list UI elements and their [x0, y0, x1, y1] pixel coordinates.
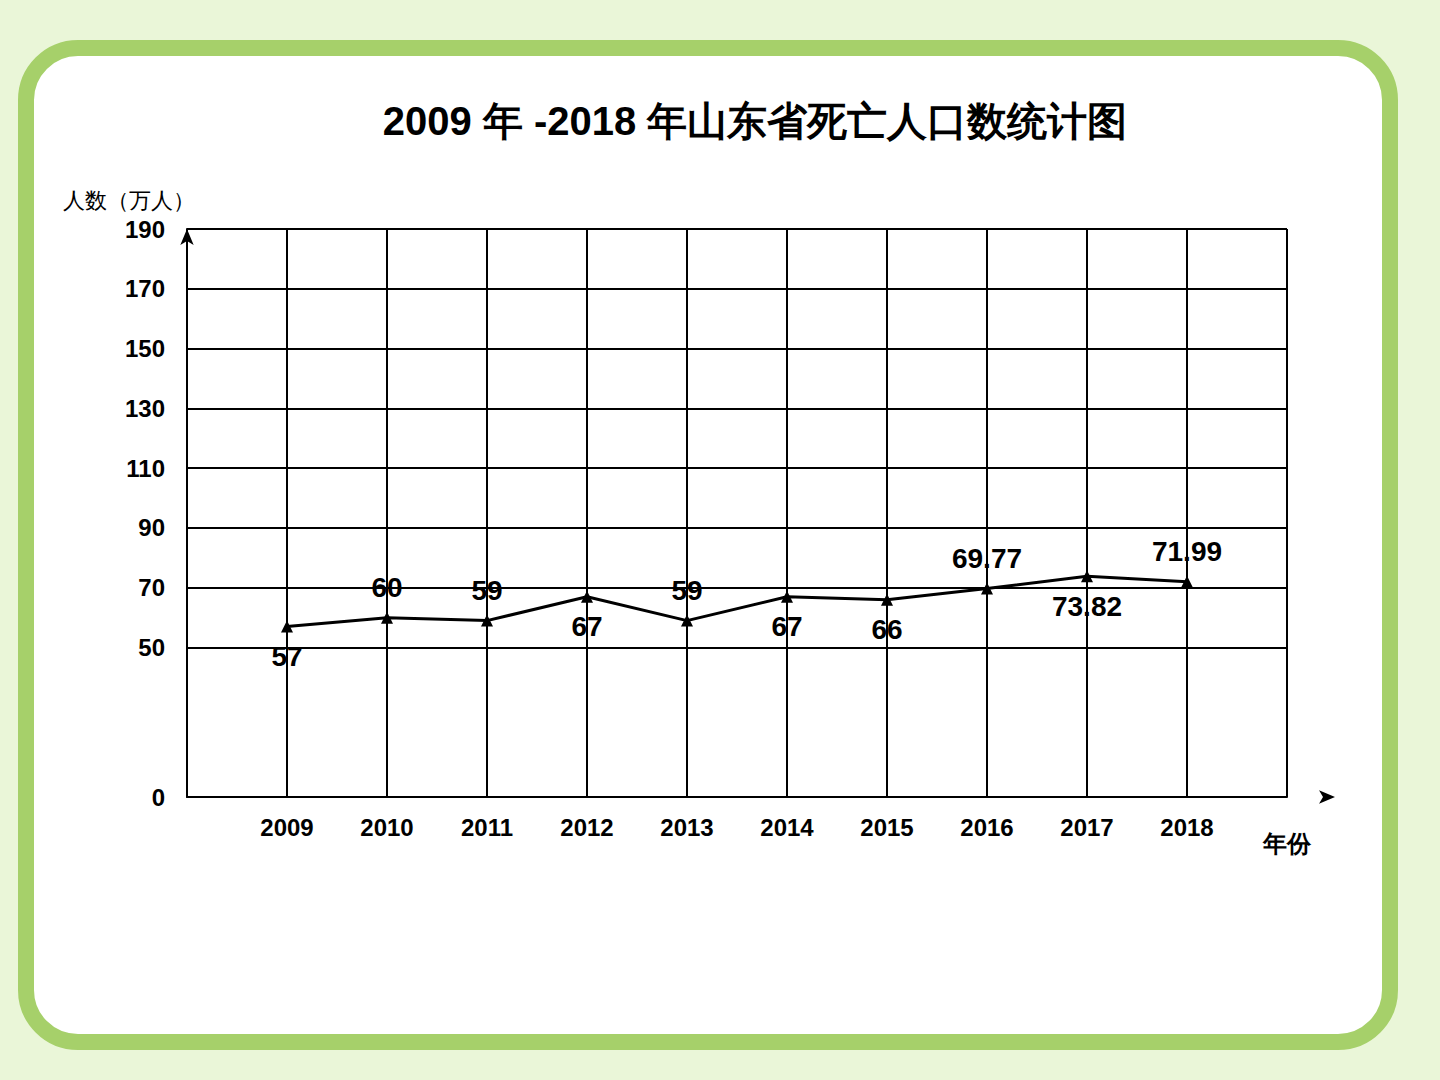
svg-text:190: 190 [125, 216, 165, 243]
svg-text:66: 66 [871, 614, 902, 645]
svg-text:2015: 2015 [860, 814, 913, 841]
svg-text:70: 70 [138, 574, 165, 601]
svg-text:50: 50 [138, 634, 165, 661]
svg-text:2012: 2012 [560, 814, 613, 841]
svg-text:130: 130 [125, 395, 165, 422]
svg-text:90: 90 [138, 514, 165, 541]
svg-text:2009 年 -2018 年山东省死亡人口数统计图: 2009 年 -2018 年山东省死亡人口数统计图 [383, 99, 1128, 143]
svg-text:2009: 2009 [260, 814, 313, 841]
svg-text:73.82: 73.82 [1052, 591, 1122, 622]
svg-text:71.99: 71.99 [1152, 536, 1222, 567]
svg-text:2014: 2014 [760, 814, 814, 841]
svg-text:2017: 2017 [1060, 814, 1113, 841]
svg-text:67: 67 [571, 611, 602, 642]
svg-text:57: 57 [271, 641, 302, 672]
svg-text:年份: 年份 [1262, 830, 1312, 857]
svg-text:59: 59 [671, 575, 702, 606]
svg-text:150: 150 [125, 335, 165, 362]
svg-text:2013: 2013 [660, 814, 713, 841]
svg-text:110: 110 [126, 455, 165, 482]
svg-text:67: 67 [771, 611, 802, 642]
svg-text:60: 60 [371, 572, 403, 604]
svg-text:2016: 2016 [960, 814, 1013, 841]
svg-text:2010: 2010 [360, 814, 413, 841]
svg-text:人数（万人）: 人数（万人） [63, 188, 195, 213]
svg-text:2011: 2011 [461, 814, 513, 841]
svg-text:2018: 2018 [1160, 814, 1213, 841]
svg-text:0: 0 [152, 784, 165, 811]
svg-text:59: 59 [471, 575, 502, 606]
svg-text:170: 170 [125, 275, 165, 302]
svg-text:69.77: 69.77 [952, 543, 1022, 574]
